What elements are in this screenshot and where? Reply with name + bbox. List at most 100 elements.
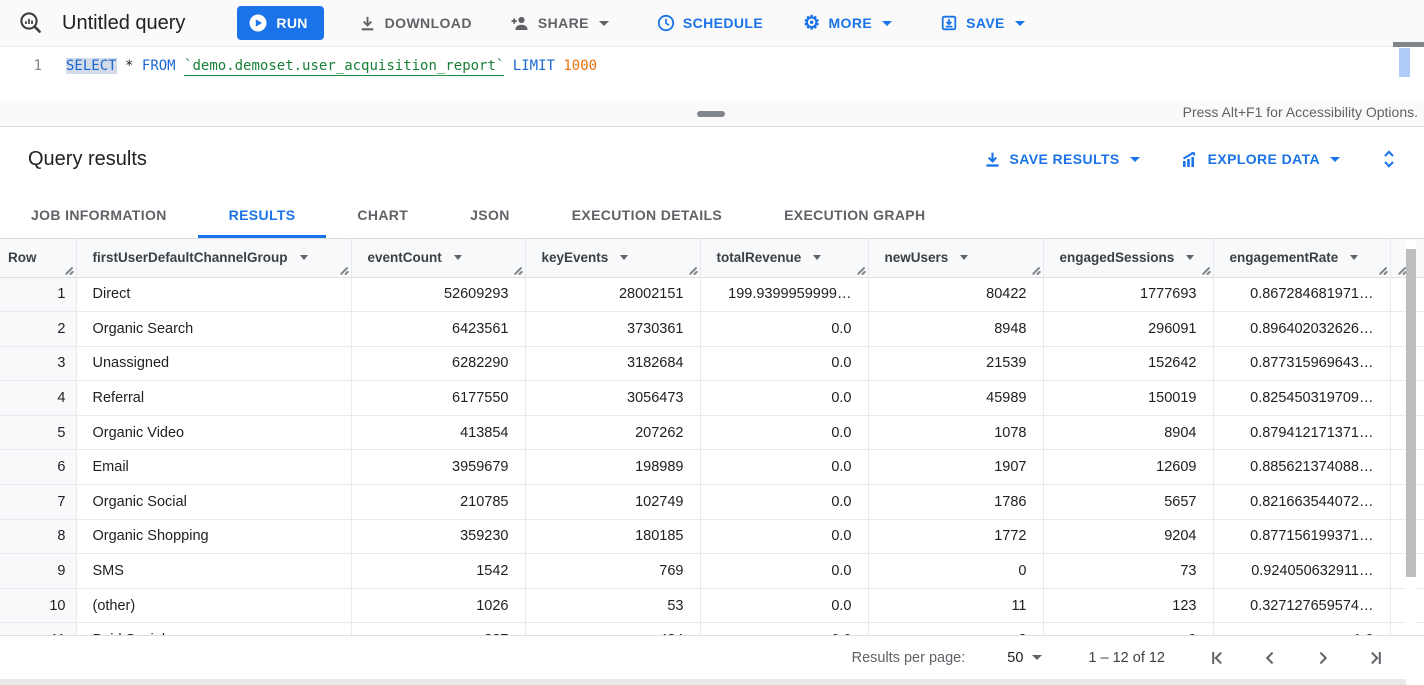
vertical-scrollbar-thumb[interactable] — [1406, 249, 1416, 577]
cell-engagedSessions: 8904 — [1043, 415, 1214, 451]
cell-engagementRate: 0.877315969643… — [1213, 346, 1391, 382]
cell-engagementRate: 0.821663544072… — [1213, 484, 1391, 520]
tab-chart[interactable]: CHART — [357, 206, 409, 223]
cell-eventCount: 6423561 — [351, 311, 526, 347]
download-button[interactable]: DOWNLOAD — [358, 14, 472, 33]
download-button-label: DOWNLOAD — [384, 15, 472, 31]
drag-handle[interactable] — [697, 111, 725, 117]
column-resize-grip[interactable] — [1378, 264, 1389, 275]
more-button[interactable]: ⚙ MORE — [803, 12, 893, 34]
tab-execution-details[interactable]: EXECUTION DETAILS — [571, 206, 723, 223]
cell-newUsers: 1907 — [868, 449, 1044, 486]
column-menu-caret-icon[interactable] — [1350, 255, 1359, 261]
column-resize-grip[interactable] — [1201, 264, 1212, 275]
first-page-icon — [1212, 651, 1222, 664]
share-button-label: SHARE — [537, 15, 589, 31]
query-results-title: Query results — [28, 147, 147, 170]
column-resize-grip[interactable] — [856, 264, 867, 275]
column-menu-caret-icon[interactable] — [620, 255, 629, 261]
column-header-keyEvents: keyEvents — [525, 239, 701, 278]
sql-code-line[interactable]: SELECT * FROM `demo.demoset.user_acquisi… — [66, 56, 597, 100]
query-results-header: Query results SAVE RESULTS EXPLORE DATA — [0, 127, 1424, 191]
row-number: 10 — [0, 588, 77, 624]
first-page-button[interactable] — [1207, 648, 1227, 668]
previous-page-button[interactable] — [1260, 648, 1280, 668]
cell-newUsers: 0 — [868, 553, 1044, 589]
column-menu-caret-icon[interactable] — [299, 255, 308, 261]
panel-resizer: Press Alt+F1 for Accessibility Options. — [0, 100, 1424, 127]
sql-token-plain — [504, 58, 512, 74]
cell-totalRevenue: 199.9399959999… — [700, 277, 869, 313]
results-table-container: Row firstUserDefaultChannelGroup eventCoun… — [0, 239, 1424, 636]
table-row: 4 Referral 6177550 3056473 0.0 45989 150019 0.8… — [0, 380, 1424, 416]
column-label: engagementRate — [1229, 250, 1339, 266]
sql-token-plain — [176, 58, 184, 74]
column-label: engagedSessions — [1059, 250, 1175, 266]
row-number: 2 — [0, 311, 77, 347]
page-range-text: 1 – 12 of 12 — [1088, 649, 1165, 666]
cell-newUsers: 1772 — [868, 519, 1044, 555]
column-menu-caret-icon[interactable] — [1186, 255, 1195, 261]
cell-firstUserDefaultChannelGroup: (other) — [76, 588, 352, 624]
cell-engagementRate: 0.879412171371… — [1213, 415, 1391, 451]
column-menu-caret-icon[interactable] — [960, 255, 969, 261]
row-number: 3 — [0, 346, 77, 382]
cell-engagementRate: 0.885621374088… — [1213, 449, 1391, 486]
expand-results-button[interactable] — [1380, 148, 1398, 170]
table-row: 9 SMS 1542 769 0.0 0 73 0.924050632911… — [0, 553, 1424, 589]
last-page-button[interactable] — [1366, 648, 1386, 668]
cell-firstUserDefaultChannelGroup: Organic Shopping — [76, 519, 352, 555]
save-button[interactable]: SAVE — [940, 14, 1025, 32]
column-resize-grip[interactable] — [513, 264, 524, 275]
page-size-select[interactable]: 50 — [1007, 650, 1043, 666]
results-tabs: JOB INFORMATION RESULTS CHART JSON EXECUTION… — [0, 191, 1424, 239]
save-results-button[interactable]: SAVE RESULTS — [983, 150, 1140, 169]
person-add-icon — [511, 16, 528, 30]
cell-keyEvents: 198989 — [525, 449, 701, 486]
column-resize-grip[interactable] — [688, 264, 699, 275]
cell-engagedSessions: 12609 — [1043, 449, 1214, 486]
tab-execution-graph[interactable]: EXECUTION GRAPH — [784, 206, 926, 223]
share-button[interactable]: SHARE — [510, 13, 609, 33]
tab-job-information[interactable]: JOB INFORMATION — [31, 206, 167, 223]
column-resize-grip[interactable] — [64, 264, 75, 275]
editor-scrollbar[interactable] — [1399, 48, 1410, 77]
column-label: Row — [8, 250, 37, 266]
last-page-icon — [1371, 651, 1381, 664]
cell-engagementRate: 0.896402032626… — [1213, 311, 1391, 347]
column-resize-grip[interactable] — [339, 264, 350, 275]
cell-firstUserDefaultChannelGroup: Unassigned — [76, 346, 352, 382]
run-button[interactable]: RUN — [237, 6, 324, 40]
explore-data-button[interactable]: EXPLORE DATA — [1180, 150, 1340, 169]
cell-engagedSessions: 150019 — [1043, 380, 1214, 416]
column-label: eventCount — [367, 250, 442, 266]
row-number: 4 — [0, 380, 77, 416]
tab-results[interactable]: RESULTS — [197, 191, 327, 238]
cell-totalRevenue: 0.0 — [700, 622, 869, 635]
next-page-button[interactable] — [1313, 648, 1333, 668]
chevron-down-icon — [598, 20, 609, 26]
cell-engagedSessions: 152642 — [1043, 346, 1214, 382]
row-number: 5 — [0, 415, 77, 451]
column-resize-grip[interactable] — [1031, 264, 1042, 275]
cell-totalRevenue: 0.0 — [700, 588, 869, 624]
chevron-down-icon — [1330, 156, 1340, 162]
cell-engagedSessions: 9 — [1043, 622, 1214, 635]
save-results-icon — [985, 152, 999, 167]
play-icon — [249, 14, 267, 32]
column-menu-caret-icon[interactable] — [813, 255, 822, 261]
schedule-button[interactable]: SCHEDULE — [657, 14, 763, 32]
table-row: 1 Direct 52609293 28002151 199.9399959999… 80… — [0, 277, 1424, 313]
cell-firstUserDefaultChannelGroup: Organic Search — [76, 311, 352, 347]
cell-engagedSessions: 123 — [1043, 588, 1214, 624]
vertical-scrollbar[interactable] — [1406, 240, 1416, 635]
tab-json[interactable]: JSON — [470, 206, 510, 223]
horizontal-scrollbar[interactable] — [0, 679, 1406, 685]
gear-icon: ⚙ — [803, 12, 821, 34]
sql-editor[interactable]: 1 SELECT * FROM `demo.demoset.user_acqui… — [0, 42, 1424, 100]
cell-firstUserDefaultChannelGroup: Organic Social — [76, 484, 352, 520]
table-row: 2 Organic Search 6423561 3730361 0.0 8948 2960… — [0, 311, 1424, 347]
cell-totalRevenue: 0.0 — [700, 484, 869, 520]
cell-totalRevenue: 0.0 — [700, 311, 869, 347]
column-menu-caret-icon[interactable] — [453, 255, 462, 261]
